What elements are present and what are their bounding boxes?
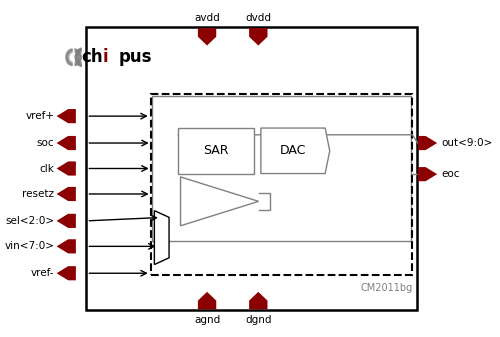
- Text: ch: ch: [81, 48, 102, 66]
- Text: clk: clk: [40, 163, 54, 174]
- Text: avdd: avdd: [194, 13, 220, 23]
- Polygon shape: [56, 161, 76, 176]
- Polygon shape: [418, 167, 437, 181]
- Text: pus: pus: [118, 48, 152, 66]
- Polygon shape: [180, 177, 258, 226]
- Text: agnd: agnd: [194, 315, 220, 325]
- Text: out<9:0>: out<9:0>: [442, 138, 493, 148]
- Text: CM2011bg: CM2011bg: [360, 283, 412, 293]
- Text: vin<7:0>: vin<7:0>: [4, 241, 54, 251]
- Polygon shape: [154, 211, 169, 265]
- Polygon shape: [56, 187, 76, 201]
- Text: sel<2:0>: sel<2:0>: [5, 216, 54, 226]
- FancyBboxPatch shape: [86, 27, 417, 310]
- Text: resetz: resetz: [22, 189, 54, 199]
- Polygon shape: [249, 292, 268, 309]
- Text: dvdd: dvdd: [246, 13, 272, 23]
- Text: vref-: vref-: [31, 268, 54, 278]
- Polygon shape: [56, 214, 76, 228]
- Text: eoc: eoc: [442, 169, 460, 179]
- Text: i: i: [102, 48, 108, 66]
- Text: soc: soc: [36, 138, 54, 148]
- Polygon shape: [56, 109, 76, 123]
- Polygon shape: [198, 28, 216, 45]
- Polygon shape: [56, 239, 76, 253]
- Text: SAR: SAR: [204, 144, 229, 157]
- FancyBboxPatch shape: [178, 128, 254, 174]
- Text: DAC: DAC: [280, 144, 306, 157]
- Text: dgnd: dgnd: [245, 315, 272, 325]
- Text: vref+: vref+: [26, 111, 54, 121]
- Polygon shape: [418, 136, 437, 150]
- Polygon shape: [249, 28, 268, 45]
- Polygon shape: [56, 136, 76, 150]
- Polygon shape: [56, 266, 76, 280]
- Polygon shape: [261, 128, 330, 174]
- Polygon shape: [198, 292, 216, 309]
